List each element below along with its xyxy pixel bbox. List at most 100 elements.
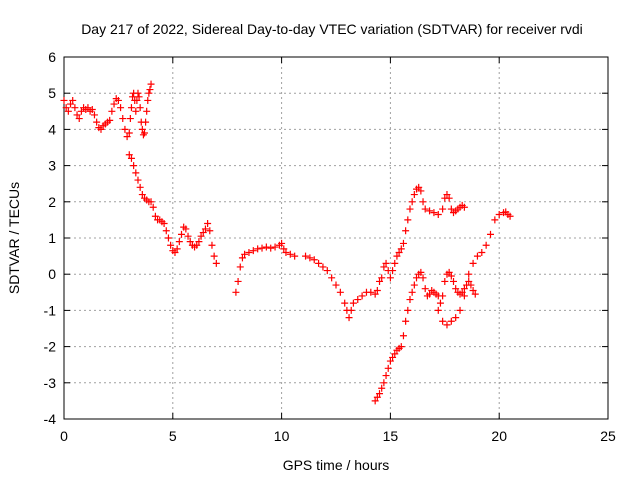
data-point xyxy=(119,115,127,123)
data-point xyxy=(491,216,499,224)
data-point xyxy=(458,288,466,296)
data-point xyxy=(465,270,473,278)
data-point xyxy=(75,115,83,123)
data-point xyxy=(151,212,159,220)
data-point xyxy=(271,243,279,251)
data-point xyxy=(469,286,477,294)
y-tick-label: 6 xyxy=(48,49,56,65)
data-point xyxy=(419,274,427,282)
data-point xyxy=(136,104,144,112)
data-point xyxy=(286,250,294,258)
data-point xyxy=(421,285,429,293)
data-point xyxy=(376,277,384,285)
data-point xyxy=(319,263,327,271)
data-point xyxy=(186,238,194,246)
data-point xyxy=(434,306,442,314)
data-point xyxy=(254,245,262,253)
data-point xyxy=(447,205,455,213)
data-point xyxy=(199,229,207,237)
data-point xyxy=(367,288,375,296)
grid-lines xyxy=(64,57,608,419)
data-point xyxy=(262,243,270,251)
data-point xyxy=(315,259,323,267)
data-point xyxy=(469,259,477,267)
data-point xyxy=(133,96,141,104)
data-point xyxy=(404,216,412,224)
data-point xyxy=(393,252,401,260)
data-point xyxy=(127,104,135,112)
data-point xyxy=(378,274,386,282)
data-point xyxy=(358,292,366,300)
data-point xyxy=(139,131,147,139)
data-points xyxy=(60,80,514,405)
data-point xyxy=(371,290,379,298)
data-point xyxy=(460,203,468,211)
data-point xyxy=(193,241,201,249)
data-point xyxy=(419,198,427,206)
data-point xyxy=(129,93,137,101)
data-point xyxy=(123,133,131,141)
y-tick-label: -3 xyxy=(44,375,57,391)
data-point xyxy=(160,220,168,228)
data-point xyxy=(482,241,490,249)
chart-title: Day 217 of 2022, Sidereal Day-to-day VTE… xyxy=(81,21,583,37)
data-point xyxy=(71,104,79,112)
data-point xyxy=(452,285,460,293)
data-point xyxy=(106,116,114,124)
data-point xyxy=(380,263,388,271)
data-point xyxy=(421,205,429,213)
data-point xyxy=(138,125,146,133)
data-point xyxy=(447,317,455,325)
data-point xyxy=(445,194,453,202)
data-point xyxy=(125,129,133,137)
data-point xyxy=(465,277,473,285)
data-point xyxy=(456,306,464,314)
data-point xyxy=(69,96,77,104)
data-point xyxy=(452,314,460,322)
x-tick-label: 5 xyxy=(169,428,177,444)
data-point xyxy=(471,290,479,298)
data-point xyxy=(141,129,149,137)
data-point xyxy=(132,107,140,115)
data-point xyxy=(73,111,81,119)
data-point xyxy=(206,227,214,235)
data-point xyxy=(88,105,96,113)
data-point xyxy=(110,100,118,108)
data-point xyxy=(310,256,318,264)
data-point xyxy=(162,227,170,235)
data-point xyxy=(341,299,349,307)
data-point xyxy=(328,274,336,282)
data-point xyxy=(506,212,514,220)
data-point xyxy=(460,285,468,293)
data-point xyxy=(134,176,142,184)
data-point xyxy=(184,232,192,240)
data-point xyxy=(443,321,451,329)
data-point xyxy=(373,286,381,294)
data-point xyxy=(164,234,172,242)
x-axis-label: GPS time / hours xyxy=(283,457,390,473)
data-point xyxy=(402,227,410,235)
data-point xyxy=(447,272,455,280)
data-point xyxy=(143,107,151,115)
data-point xyxy=(378,384,386,392)
data-point xyxy=(282,248,290,256)
y-tick-label: -1 xyxy=(44,302,57,318)
data-point xyxy=(347,306,355,314)
data-point xyxy=(426,290,434,298)
data-point xyxy=(415,183,423,191)
data-point xyxy=(117,104,125,112)
data-point xyxy=(332,281,340,289)
data-point xyxy=(397,343,405,351)
data-point xyxy=(245,248,253,256)
data-point xyxy=(210,252,218,260)
data-point xyxy=(90,111,98,119)
data-point xyxy=(406,296,414,304)
data-point xyxy=(197,232,205,240)
data-point xyxy=(130,162,138,170)
data-point xyxy=(171,248,179,256)
data-point xyxy=(417,268,425,276)
x-tick-label: 20 xyxy=(491,428,507,444)
data-point xyxy=(84,104,92,112)
data-point xyxy=(439,205,447,213)
